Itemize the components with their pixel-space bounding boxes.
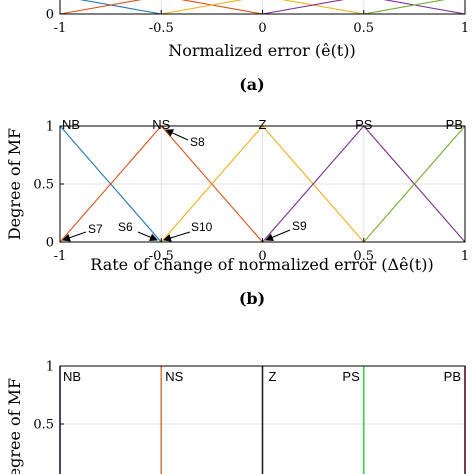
panel-c: 0.5 1 NB NS Z PS PB Degree of MF [5,360,466,474]
panel-a-x-tick-label: -1 [54,21,67,36]
panel-c-set-label-ns: NS [165,369,183,384]
panel-b-x-tick-label: 0.5 [353,249,374,264]
annotation-s7: S7 [88,222,103,236]
panel-c-set-label-pb: PB [444,369,461,384]
panel-c-y-tick-label: 0.5 [33,418,54,433]
panel-b: -1 -0.5 0 0.5 1 0 0.5 1 NB NS Z PS PB S8 S7 S6 S10… [5,117,469,308]
panel-a-x-tick-label: 0 [258,21,266,36]
panel-a-x-tick-label: -0.5 [149,21,174,36]
panel-b-set-label-nb: NB [62,117,80,132]
panel-b-y-tick-label: 1 [46,120,54,135]
panel-a-series-1 [59,0,263,15]
panel-a-y-tick-label: 0 [46,8,54,23]
panel-b-x-tick-label: -0.5 [149,249,174,264]
panel-a-series-4 [363,0,446,15]
panel-b-set-label-ns: NS [152,117,170,132]
panel-c-axes-frame [59,365,466,474]
panel-b-annotations: S8 S7 S6 S10 S9 [62,129,307,242]
annotation-arrow-s7 [62,231,87,242]
panel-a-x-tick-label: 1 [461,21,469,36]
panel-b-set-label-pb: PB [446,117,463,132]
panel-b-set-label-z: Z [259,117,267,132]
panel-a-series-0 [79,0,162,15]
panel-c-y-tick-label: 1 [46,360,54,375]
panel-a-x-axis-label: Normalized error (ê(t)) [168,41,355,60]
annotation-arrow-s9 [265,229,291,241]
panel-c-y-axis-label: Degree of MF [5,378,24,474]
panel-a-series-2 [161,0,364,15]
panel-c-set-label-z: Z [269,369,277,384]
annotation-arrow-s8 [165,129,189,141]
panel-b-y-tick-label: 0.5 [33,178,54,193]
panel-b-x-axis-label: Rate of change of normalized error (Δê(t… [90,255,433,274]
panel-b-x-tick-label: 0 [258,249,266,264]
panel-a-series-3 [262,0,466,15]
panel-b-set-label-ps: PS [355,117,373,132]
panel-a: -1 -0.5 0 0.5 1 0 Normalized error (ê(t)) (a… [46,0,469,94]
panel-b-y-axis-label: Degree of MF [5,128,24,240]
annotation-s6: S6 [118,220,133,234]
panel-b-caption: (b) [239,289,265,308]
annotation-s10: S10 [191,220,213,234]
annotation-arrow-s10 [163,231,191,242]
panel-b-x-tick-label: 1 [461,249,469,264]
panel-b-y-tick-label: 0 [46,236,54,251]
panel-a-caption: (a) [239,75,265,94]
panel-c-set-label-nb: NB [63,369,81,384]
panel-c-set-label-ps: PS [342,369,360,384]
annotation-arrow-s6 [137,231,158,241]
panel-a-x-tick-label: 0.5 [353,21,374,36]
panel-b-x-tick-label: -1 [54,249,67,264]
annotation-s9: S9 [292,219,307,233]
annotation-s8: S8 [190,135,205,149]
panel-b-series-pb [363,125,466,243]
